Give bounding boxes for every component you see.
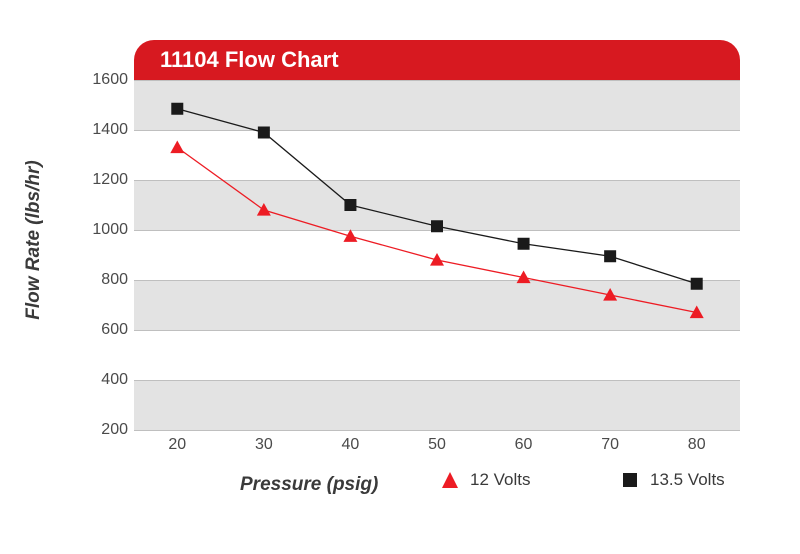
legend-label: 13.5 Volts xyxy=(650,470,725,490)
data-marker xyxy=(171,103,183,115)
data-marker xyxy=(604,250,616,262)
flow-chart: 11104 Flow Chart Flow Rate (lbs/hr) Pres… xyxy=(60,40,740,510)
legend-label: 12 Volts xyxy=(470,470,531,490)
data-marker xyxy=(691,278,703,290)
data-marker xyxy=(170,141,184,154)
square-icon xyxy=(620,470,640,490)
triangle-icon xyxy=(440,470,460,490)
data-marker xyxy=(258,127,270,139)
chart-title: 11104 Flow Chart xyxy=(160,47,339,73)
legend-item-12v: 12 Volts xyxy=(440,470,531,490)
x-axis-label: Pressure (psig) xyxy=(240,474,378,496)
y-tick: 200 xyxy=(68,421,128,439)
data-marker xyxy=(344,199,356,211)
x-tick: 40 xyxy=(330,436,370,454)
x-tick: 80 xyxy=(677,436,717,454)
x-tick: 30 xyxy=(244,436,284,454)
y-tick: 1200 xyxy=(68,171,128,189)
x-tick: 70 xyxy=(590,436,630,454)
gridline xyxy=(134,430,740,431)
data-marker xyxy=(518,238,530,250)
data-marker xyxy=(257,203,271,216)
series-layer xyxy=(134,80,740,430)
data-marker xyxy=(431,220,443,232)
data-marker xyxy=(343,229,357,242)
x-tick: 60 xyxy=(504,436,544,454)
y-tick: 400 xyxy=(68,371,128,389)
y-tick: 1000 xyxy=(68,221,128,239)
y-tick: 600 xyxy=(68,321,128,339)
legend-item-13v: 13.5 Volts xyxy=(620,470,725,490)
y-tick: 1600 xyxy=(68,71,128,89)
chart-header: 11104 Flow Chart xyxy=(134,40,740,80)
y-tick: 1400 xyxy=(68,121,128,139)
x-tick: 20 xyxy=(157,436,197,454)
plot-area xyxy=(134,80,740,430)
y-axis-label: Flow Rate (lbs/hr) xyxy=(23,160,45,319)
y-tick: 800 xyxy=(68,271,128,289)
x-tick: 50 xyxy=(417,436,457,454)
